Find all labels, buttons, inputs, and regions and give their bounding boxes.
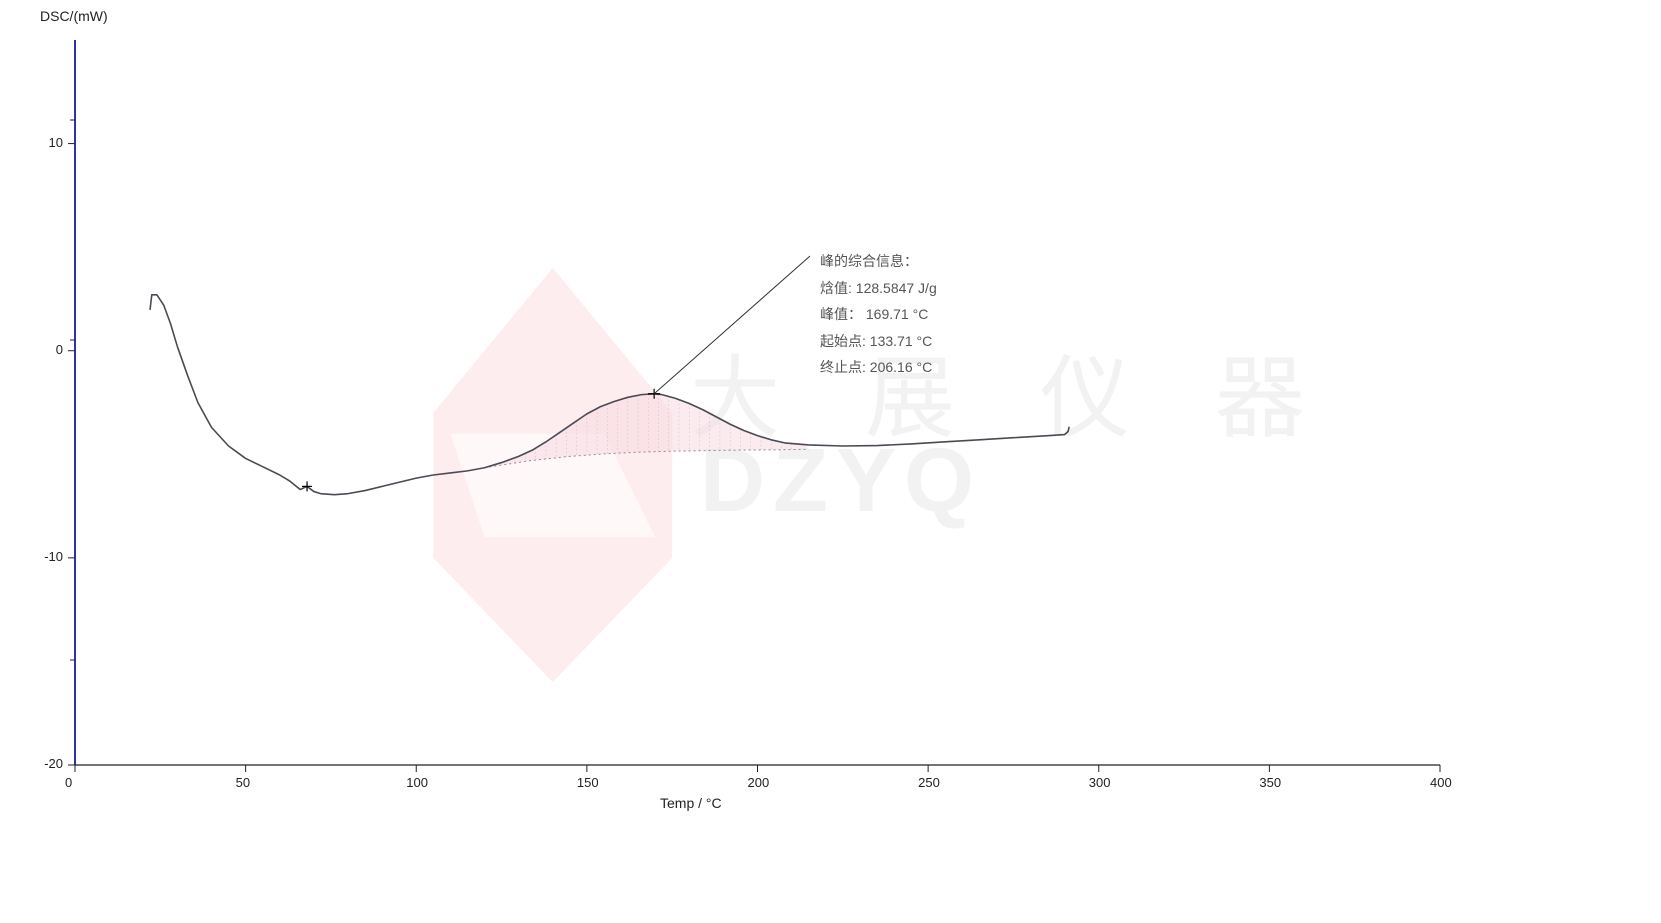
x-tick-label: 200 [748,775,770,790]
dsc-chart: 大 展 仪 器 DZYQ DSC/(mW) Temp / °C 峰的综合信息：焓… [0,0,1661,923]
y-tick-label: 0 [56,342,63,357]
x-tick-label: 50 [236,775,250,790]
x-tick-label: 300 [1089,775,1111,790]
x-tick-label: 100 [406,775,428,790]
x-tick-label: 400 [1430,775,1452,790]
x-tick-label: 250 [918,775,940,790]
x-tick-label: 150 [577,775,599,790]
y-tick-label: 10 [49,135,63,150]
y-tick-label: -20 [44,756,63,771]
y-tick-label: -10 [44,549,63,564]
x-tick-label: 350 [1259,775,1281,790]
x-tick-label: 0 [65,775,72,790]
